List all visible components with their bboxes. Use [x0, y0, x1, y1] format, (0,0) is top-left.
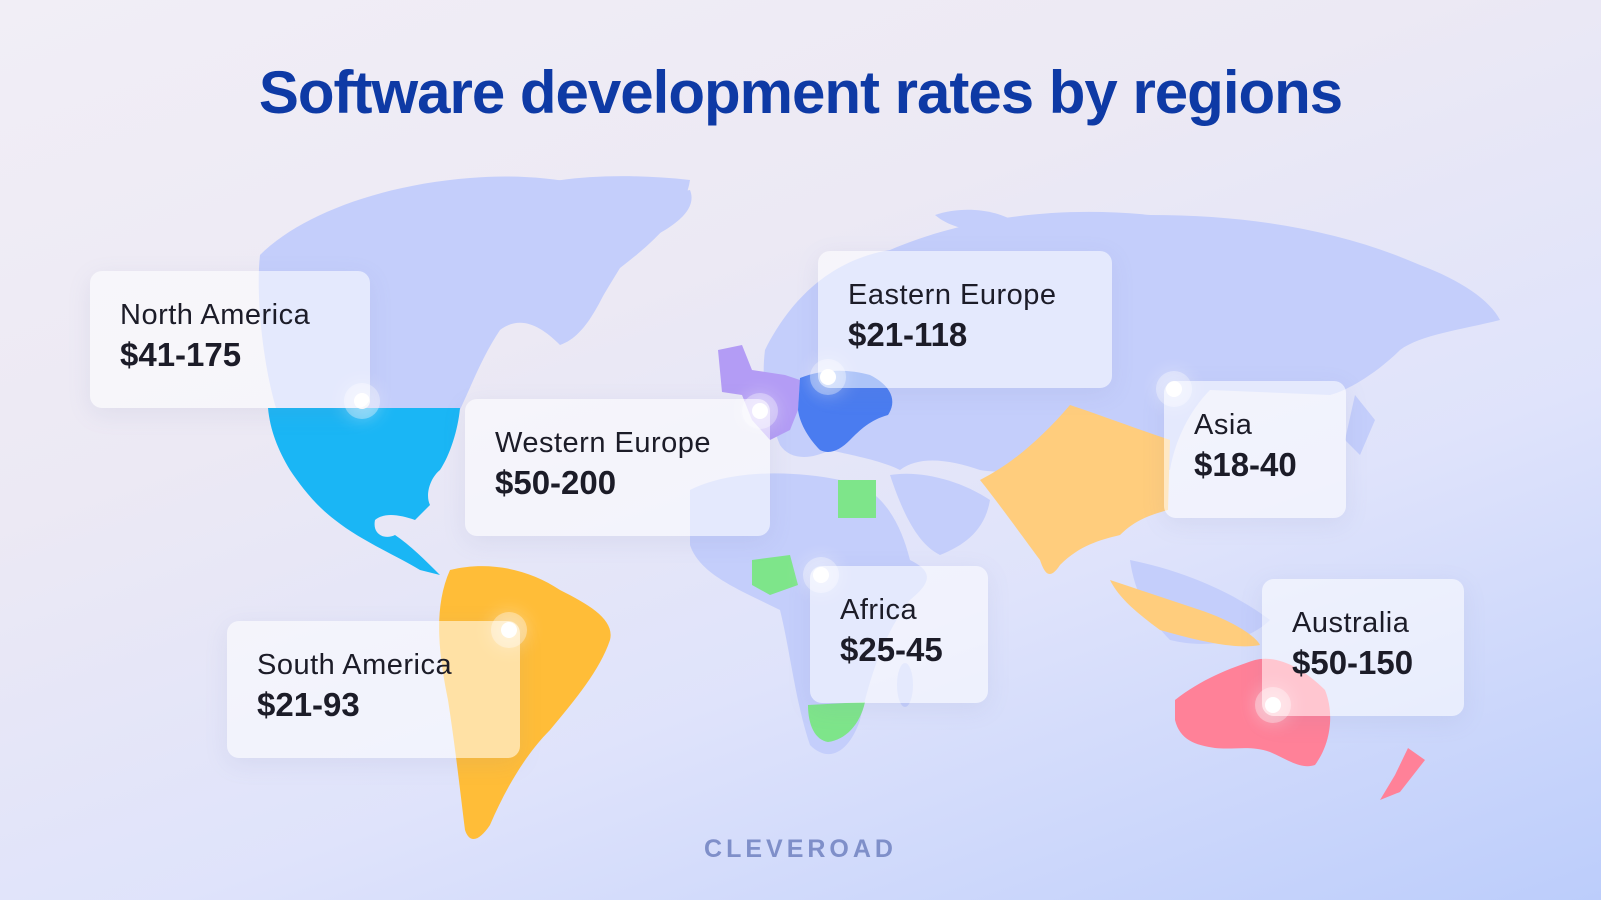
card-north-america[interactable]: North America $41-175 — [90, 271, 370, 408]
region-se-asia-islands — [1110, 580, 1260, 647]
card-africa[interactable]: Africa $25-45 — [810, 566, 988, 703]
region-eastern-europe — [798, 370, 893, 452]
region-name: Africa — [840, 594, 918, 626]
region-rate: $21-118 — [848, 316, 968, 353]
region-rate: $50-200 — [495, 464, 617, 501]
card-asia[interactable]: Asia $18-40 — [1164, 381, 1346, 518]
card-western-europe[interactable]: Western Europe $50-200 — [465, 399, 770, 536]
region-rate: $50-150 — [1292, 644, 1414, 681]
land-arabia — [890, 473, 990, 555]
region-western-europe — [718, 345, 800, 440]
card-australia[interactable]: Australia $50-150 — [1262, 579, 1464, 716]
region-rate: $18-40 — [1194, 446, 1297, 483]
land-arctic-islands — [935, 209, 1020, 231]
region-rate: $41-175 — [120, 336, 242, 373]
page-title: Software development rates by regions — [258, 59, 1343, 126]
region-rate: $25-45 — [840, 631, 943, 668]
region-name: South America — [257, 649, 453, 681]
land-japan — [1345, 395, 1375, 455]
region-egypt — [838, 480, 876, 518]
region-rate: $21-93 — [257, 686, 360, 723]
region-name: Australia — [1292, 607, 1410, 639]
region-new-zealand — [1380, 748, 1425, 800]
region-north-america — [268, 408, 460, 575]
card-eastern-europe[interactable]: Eastern Europe $21-118 — [818, 251, 1112, 388]
card-south-america[interactable]: South America $21-93 — [227, 621, 520, 758]
region-name: Asia — [1194, 409, 1253, 441]
region-nigeria — [752, 555, 798, 595]
region-asia — [980, 405, 1170, 575]
region-south-africa — [808, 702, 865, 742]
region-name: North America — [120, 299, 311, 331]
region-name: Western Europe — [495, 427, 712, 459]
brand-logo-text: CLEVEROAD — [704, 835, 897, 863]
region-name: Eastern Europe — [848, 279, 1057, 311]
land-greenland — [480, 176, 690, 340]
